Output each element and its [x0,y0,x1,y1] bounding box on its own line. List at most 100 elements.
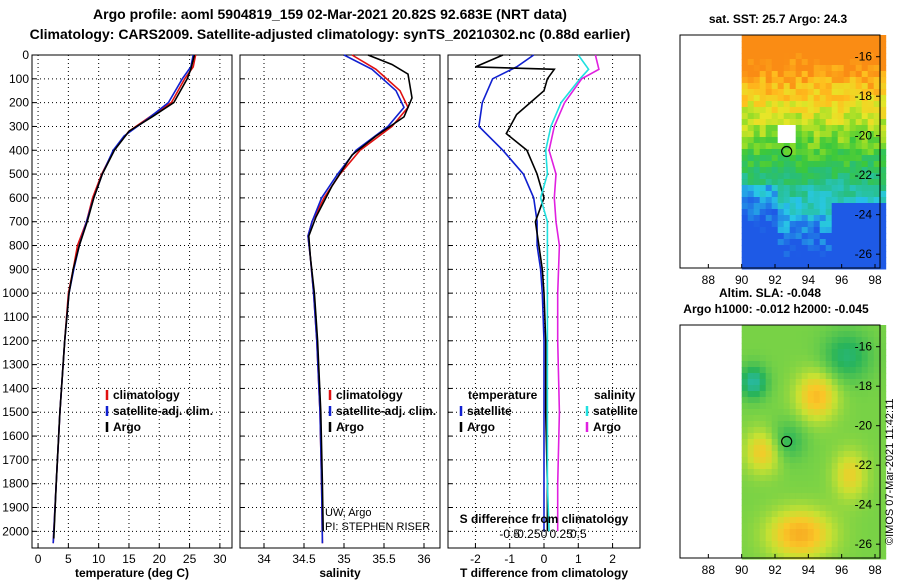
sla_map-cell [777,511,785,518]
sst_map-cell [783,95,791,102]
sst_map-cell [837,59,845,66]
sst_map-cell [795,143,803,150]
sst_map-cell [807,113,815,120]
sla_map-cell [741,553,749,560]
sst_map-cell [753,89,761,96]
sst_map-cell [837,119,845,126]
sst_map-cell [753,227,761,234]
sla_map-cell [753,385,761,392]
sst_map-cell [843,77,851,84]
sst_map-cell [879,221,887,228]
sla_map-cell [831,421,839,428]
sst_map-cell [879,245,887,252]
sla_map-cell [789,397,797,404]
sst_map-cell [825,179,833,186]
sst_map-cell [831,161,839,168]
sla_map-cell [789,457,797,464]
sla_map-cell [795,433,803,440]
sla_map-cell [873,373,881,380]
sst_map-cell [777,53,785,60]
sst_map-cell [747,113,755,120]
sst_map-cell [789,59,797,66]
sst_map-cell [783,119,791,126]
sst_map-cell [819,53,827,60]
sla_map-cell [753,475,761,482]
sst_map-cell [825,41,833,48]
sla_map-cell [825,445,833,452]
sla_map-cell [741,505,749,512]
sst_map-cell [807,101,815,108]
sla_map-cell [837,379,845,386]
sst_map-cell [765,65,773,72]
sla_map-cell [795,421,803,428]
sla_map-cell [861,397,869,404]
sst_map-cell [867,107,875,114]
sst_map-cell [831,251,839,258]
sla_map-cell [759,325,767,332]
sst_map-xtick-label: 92 [768,273,782,287]
sla_map-cell [783,337,791,344]
sla_map-cell [765,469,773,476]
sst_map-cell [783,221,791,228]
sst_map-cell [879,77,887,84]
sst_map-cell [777,41,785,48]
sla_map-cell [873,505,881,512]
sla_map-cell [777,499,785,506]
sla_map-cell [861,391,869,398]
sla_map-cell [777,523,785,530]
sst_map-cell [747,83,755,90]
sst_map-cell [801,65,809,72]
sst_map-cell [783,35,791,42]
sla_map-cell [867,553,875,560]
diff-legend-title-temperature: temperature [468,388,538,402]
difference-line-temperature-satellite [478,54,545,532]
sst_map-cell [765,101,773,108]
sst_map-cell [795,251,803,258]
sst_map-cell [837,137,845,144]
sla_map-cell [879,487,887,494]
imos-credit: ©IMOS 07-Mar-2021 11:42:11 [884,399,896,546]
sla_map-cell [741,331,749,338]
sla_map-cell [843,331,851,338]
sla_map-cell [861,529,869,536]
sst_map-cell [759,83,767,90]
sst_map-cell [873,47,881,54]
sla_map-cell [849,403,857,410]
sla_map-cell [807,487,815,494]
sst_map-cell [759,161,767,168]
sst_map-cell [873,77,881,84]
sst_map-cell [873,107,881,114]
sla_map-cell [867,469,875,476]
sst_map-cell [783,203,791,210]
sla_map-cell [849,415,857,422]
sst_map-cell [867,83,875,90]
sla_map-cell [765,331,773,338]
sst_map-cell [843,71,851,78]
sst_map-cell [759,143,767,150]
salinity-legend-label: climatology [336,388,403,402]
sla_map-cell [867,355,875,362]
sla_map-cell [777,403,785,410]
sla_map-cell [879,475,887,482]
sla_map-cell [777,331,785,338]
temperature-xtick-label: 20 [153,552,167,566]
sst_map-cell [759,71,767,78]
sst_map-cell [849,149,857,156]
sst_map-cell [861,257,869,264]
sst_map-cell [741,155,749,162]
sst_map-cell [867,119,875,126]
sla_map-cell [807,457,815,464]
sla_map-cell [741,325,749,332]
sst_map-cell [795,89,803,96]
sla_map-cell [819,391,827,398]
sst_map-cell [849,227,857,234]
sla_map-cell [741,451,749,458]
sla_map-cell [759,367,767,374]
sst_map-cell [747,203,755,210]
diff-legend-label: Argo [467,420,495,434]
sst_map-cell [789,191,797,198]
sst_map-cell [747,185,755,192]
sla_map-cell [765,355,773,362]
sst_map-cell [855,155,863,162]
sla_map-cell [753,367,761,374]
